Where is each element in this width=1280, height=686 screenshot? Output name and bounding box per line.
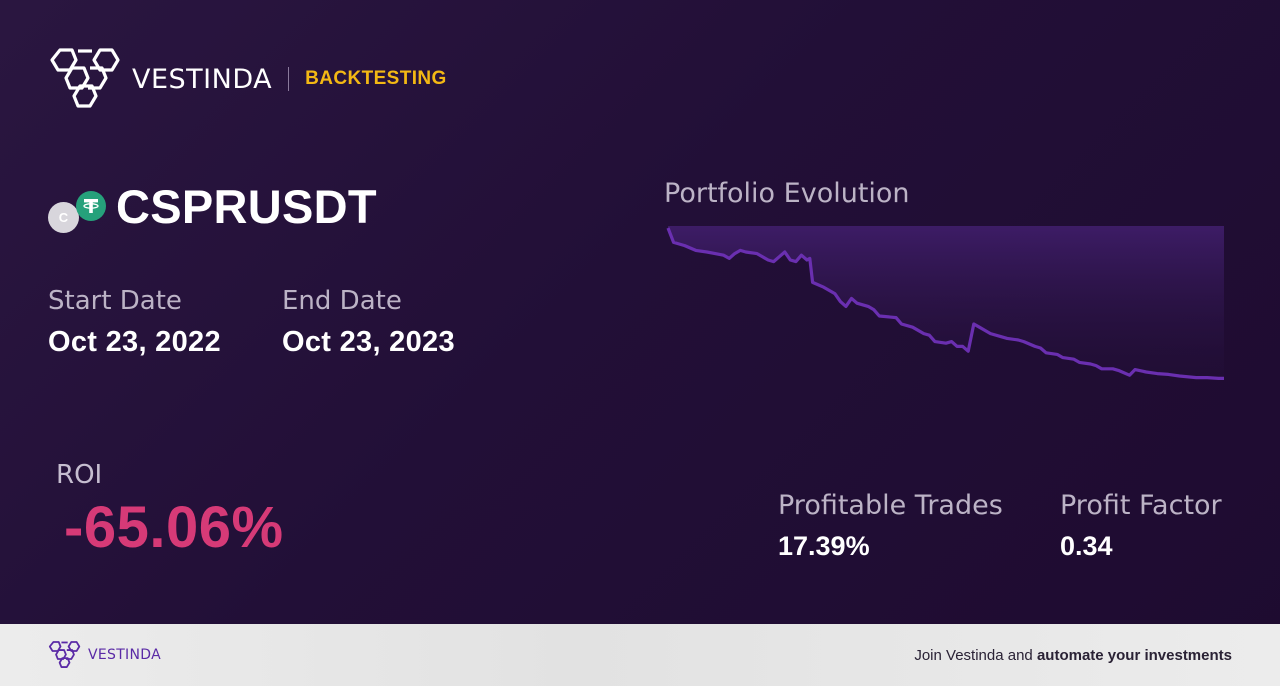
chart-area-fill xyxy=(668,226,1224,379)
profit-factor: Profit Factor 0.34 xyxy=(1060,490,1222,562)
vestinda-logo-icon xyxy=(48,641,81,668)
vestinda-logo-icon xyxy=(50,48,120,108)
end-date-value: Oct 23, 2023 xyxy=(282,326,455,358)
footer-bar: VESTINDA Join Vestinda and automate your… xyxy=(0,624,1280,686)
end-date: End Date Oct 23, 2023 xyxy=(282,286,455,359)
cta-prefix: Join Vestinda and xyxy=(914,646,1037,664)
profitable-trades-label: Profitable Trades xyxy=(778,490,1003,521)
trading-pair: C CSPRUSDT xyxy=(48,178,377,234)
profitable-trades-value: 17.39% xyxy=(778,531,870,561)
profitable-trades: Profitable Trades 17.39% xyxy=(778,490,1003,562)
start-date-value: Oct 23, 2022 xyxy=(48,326,221,358)
roi-block: ROI -65.06% xyxy=(56,460,284,561)
pair-icons: C xyxy=(48,178,110,234)
profit-factor-value: 0.34 xyxy=(1060,531,1113,561)
end-date-label: End Date xyxy=(282,286,402,316)
tether-coin-icon xyxy=(76,191,106,221)
start-date: Start Date Oct 23, 2022 xyxy=(48,286,221,359)
cspr-coin-icon: C xyxy=(48,202,79,233)
backtest-card: VESTINDA BACKTESTING C CSPRUSDT Start Da… xyxy=(48,46,1224,562)
footer-cta-link[interactable]: Join Vestinda and automate your investme… xyxy=(914,647,1232,664)
profit-factor-label: Profit Factor xyxy=(1060,490,1222,521)
brand-name: VESTINDA xyxy=(132,63,273,95)
section-label: BACKTESTING xyxy=(305,68,447,89)
footer-brand-name: VESTINDA xyxy=(88,647,161,663)
chart-line xyxy=(666,227,1224,380)
roi-label: ROI xyxy=(56,460,103,490)
chart-title: Portfolio Evolution xyxy=(664,178,910,209)
roi-value: -65.06% xyxy=(64,495,284,560)
cta-bold: automate your investments xyxy=(1036,646,1232,664)
portfolio-evolution-chart xyxy=(666,226,1224,380)
brand-divider xyxy=(288,67,290,91)
start-date-label: Start Date xyxy=(48,286,182,316)
footer-brand-link[interactable]: VESTINDA xyxy=(48,640,161,670)
brand-header: VESTINDA BACKTESTING xyxy=(48,46,447,112)
pair-symbol: CSPRUSDT xyxy=(116,179,377,233)
